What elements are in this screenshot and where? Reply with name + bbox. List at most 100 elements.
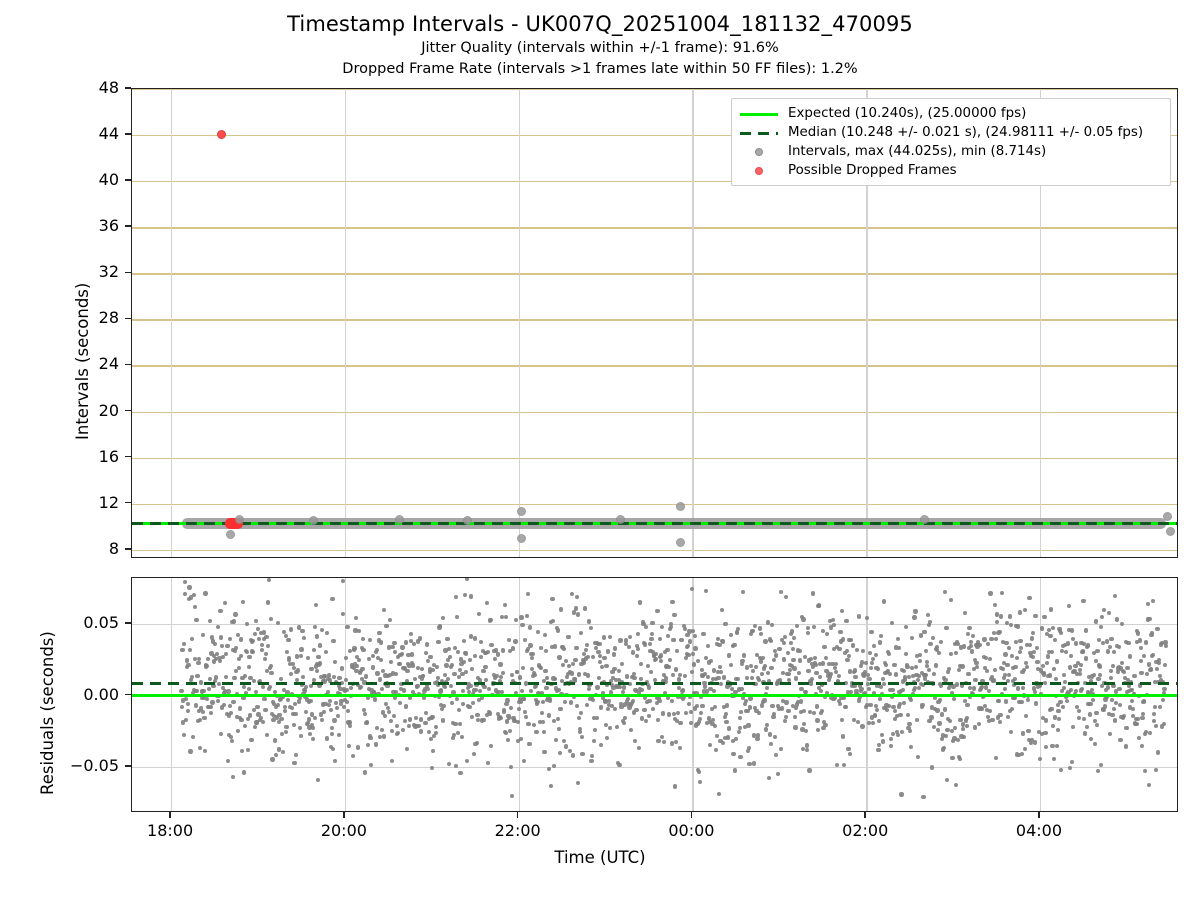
residual-point — [256, 712, 261, 717]
residual-point — [636, 646, 641, 651]
residual-point — [912, 615, 917, 620]
residual-point — [470, 714, 475, 719]
residual-point — [228, 703, 233, 709]
legend-item-intervals[interactable]: Intervals, max (44.025s), min (8.714s) — [738, 142, 1162, 161]
legend-item-dropped[interactable]: Possible Dropped Frames — [738, 161, 1162, 180]
residual-point — [910, 665, 915, 670]
residual-point — [255, 626, 261, 631]
residual-point — [994, 756, 999, 761]
residual-point — [804, 747, 809, 752]
interval-point — [463, 515, 473, 525]
legend-box[interactable]: Expected (10.240s), (25.00000 fps) Media… — [731, 98, 1171, 186]
residual-point — [787, 678, 792, 683]
residual-point — [505, 698, 510, 703]
residual-point — [758, 659, 763, 664]
residual-point — [203, 591, 208, 596]
residual-point — [427, 717, 432, 722]
residual-point — [1158, 677, 1163, 682]
residual-point — [286, 638, 291, 643]
interval-point — [517, 534, 527, 544]
residual-point — [666, 665, 671, 670]
residual-point — [719, 669, 724, 674]
residual-point — [470, 700, 475, 705]
residual-point — [295, 677, 300, 682]
residual-point — [451, 690, 456, 695]
residual-point — [405, 669, 410, 674]
residual-point — [1108, 732, 1113, 737]
residual-point — [391, 714, 397, 719]
residual-point — [779, 746, 784, 752]
residual-point — [1122, 676, 1127, 681]
residual-point — [400, 645, 405, 650]
residual-point — [201, 688, 206, 693]
residual-point — [679, 637, 684, 643]
residual-point — [320, 627, 325, 632]
residual-point — [823, 655, 829, 661]
residual-point — [276, 620, 281, 625]
residual-point — [508, 728, 513, 733]
residual-point — [844, 648, 850, 654]
residual-point — [856, 719, 861, 724]
residual-point — [1139, 670, 1144, 675]
residual-point — [442, 673, 447, 678]
residual-point — [920, 702, 925, 708]
residual-point — [253, 690, 258, 695]
residual-point — [1155, 750, 1161, 755]
residual-point — [205, 697, 210, 702]
residual-point — [701, 631, 706, 637]
residual-point — [472, 636, 477, 641]
legend-item-median[interactable]: Median (10.248 +/- 0.021 s), (24.98111 +… — [738, 123, 1162, 142]
residual-point — [874, 707, 880, 712]
residual-point — [834, 645, 839, 650]
residual-point — [1076, 715, 1081, 720]
residual-point — [506, 637, 511, 642]
residual-point — [269, 670, 274, 675]
residual-point — [1116, 644, 1121, 649]
residual-point — [923, 676, 928, 681]
residual-point — [204, 664, 209, 669]
residual-point — [212, 653, 217, 658]
residual-point — [561, 738, 566, 743]
y-tick-label: 16 — [98, 446, 119, 466]
residual-point — [735, 630, 740, 635]
residual-point — [333, 659, 338, 665]
residual-point — [1140, 711, 1146, 716]
residual-point — [179, 705, 185, 710]
residual-point — [812, 711, 817, 716]
residual-point — [767, 732, 772, 737]
residual-point — [704, 720, 709, 726]
residual-point — [542, 749, 547, 754]
residual-point — [610, 676, 616, 681]
y-tick-label: 12 — [98, 492, 119, 512]
residual-point — [413, 716, 419, 721]
legend-item-expected[interactable]: Expected (10.240s), (25.00000 fps) — [738, 104, 1162, 123]
residual-point — [419, 676, 424, 681]
residual-point — [913, 665, 919, 670]
residual-point — [814, 670, 819, 676]
residual-point — [607, 725, 612, 730]
residual-point — [1054, 743, 1059, 749]
residual-point — [752, 705, 757, 711]
residual-point — [331, 675, 337, 680]
gridline-vertical — [171, 89, 173, 557]
residual-point — [560, 662, 565, 667]
residual-point — [756, 675, 761, 681]
residual-point — [1132, 673, 1137, 679]
residual-point — [675, 718, 680, 723]
residual-point — [974, 661, 979, 666]
residual-point — [1079, 687, 1085, 692]
interval-point — [676, 501, 686, 511]
residual-point — [301, 691, 306, 696]
residual-point — [1092, 673, 1097, 678]
residual-point — [940, 712, 945, 717]
residual-point — [468, 594, 473, 599]
residual-point — [491, 672, 496, 677]
residual-point — [1141, 699, 1147, 704]
residual-point — [249, 738, 254, 743]
residual-point — [1136, 735, 1141, 740]
residual-point — [1004, 640, 1009, 646]
residual-point — [344, 677, 349, 682]
residual-point — [972, 658, 978, 663]
residual-point — [647, 714, 652, 719]
residual-point — [1022, 667, 1027, 672]
